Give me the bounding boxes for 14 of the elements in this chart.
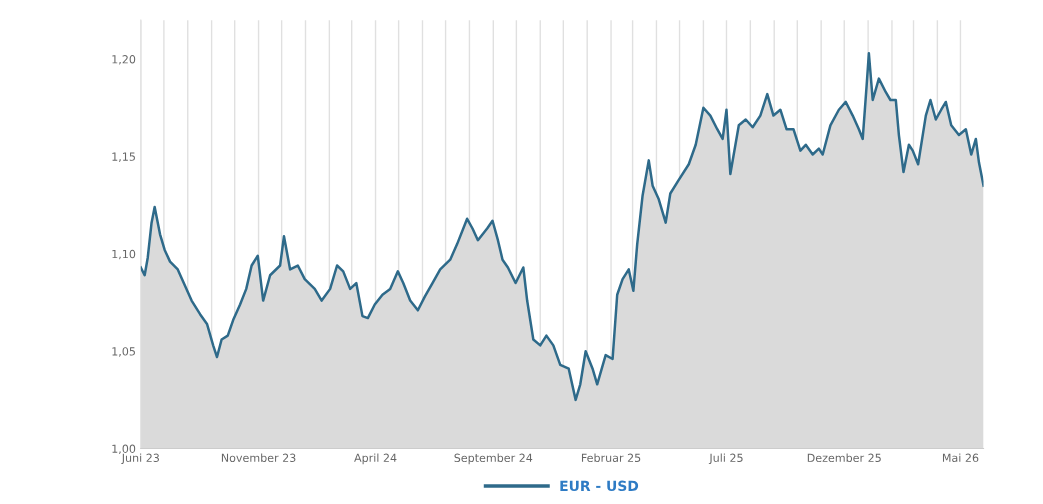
x-tick-label: Juli 25 <box>708 453 743 465</box>
x-tick-label: November 23 <box>221 453 296 463</box>
y-tick-label: 1,15 <box>112 152 135 162</box>
x-tick-label: Dezember 25 <box>807 453 881 463</box>
legend-label: EUR - USD <box>560 480 639 492</box>
x-tick-label: Juni 23 <box>121 453 159 465</box>
y-tick-label: 1,05 <box>112 347 135 357</box>
y-tick-label: 1,10 <box>112 249 136 260</box>
y-tick-label: 1,20 <box>112 55 136 65</box>
y-tick-label: 1,00 <box>112 444 136 455</box>
x-tick-label: September 24 <box>454 453 533 465</box>
x-tick-label: Februar 25 <box>581 453 641 463</box>
x-tick-label: Mai 26 <box>942 453 979 463</box>
x-tick-label: April 24 <box>354 453 397 465</box>
